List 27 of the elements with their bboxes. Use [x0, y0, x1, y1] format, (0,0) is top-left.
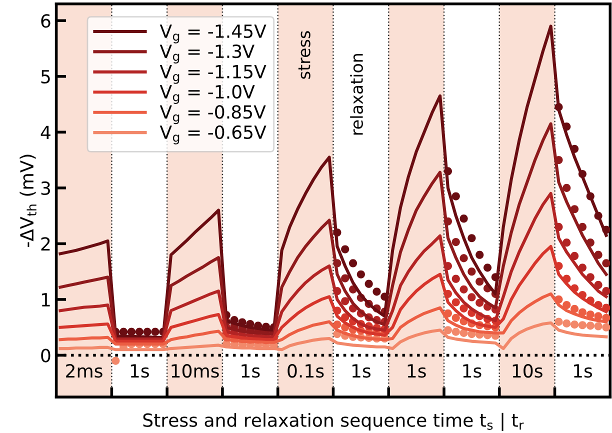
x-tick-label: 2ms [66, 364, 102, 378]
legend-label: V$_{g}$ = -1.45V [160, 24, 266, 44]
legend-label: V$_{g}$ = -1.0V [160, 84, 255, 104]
x-tick-label: 1s [463, 364, 482, 378]
x-tick-label: 1s [242, 364, 260, 378]
legend-label: V$_{g}$ = -1.15V [160, 65, 266, 84]
legend-label: V$_{g}$ = -1.3V [160, 44, 254, 64]
x-tick-label: 0.1s [288, 364, 324, 378]
y-tick-label: 5 [41, 70, 50, 84]
y-tick-label: 1 [42, 293, 50, 306]
legend-label: V$_{g}$ = -0.85V [160, 105, 266, 124]
y-tick-label: 2 [41, 237, 50, 251]
y-tick-label: 4 [40, 126, 50, 140]
x-tick-label: 10s [512, 364, 542, 378]
x-tick-label: 1s [408, 364, 426, 378]
x-tick-label: 1s [574, 364, 592, 378]
x-tick-label: 1s [130, 364, 149, 378]
y-tick-label: 6 [41, 14, 50, 28]
annotation: stress [298, 31, 310, 79]
y-axis-title: -ΔV$_{th}$ (mV) [20, 154, 36, 247]
x-tick-label: 10ms [172, 364, 219, 378]
annotation: relaxation [350, 54, 363, 135]
x-axis-title: Stress and relaxation sequence time t$_{s}$ | t$_{r}$ [143, 412, 524, 431]
y-tick-label: 0 [41, 348, 50, 362]
y-tick-label: 3 [41, 181, 50, 196]
x-tick-label: 1s [352, 364, 370, 378]
legend-label: V$_{g}$ = -0.65V [160, 125, 266, 144]
